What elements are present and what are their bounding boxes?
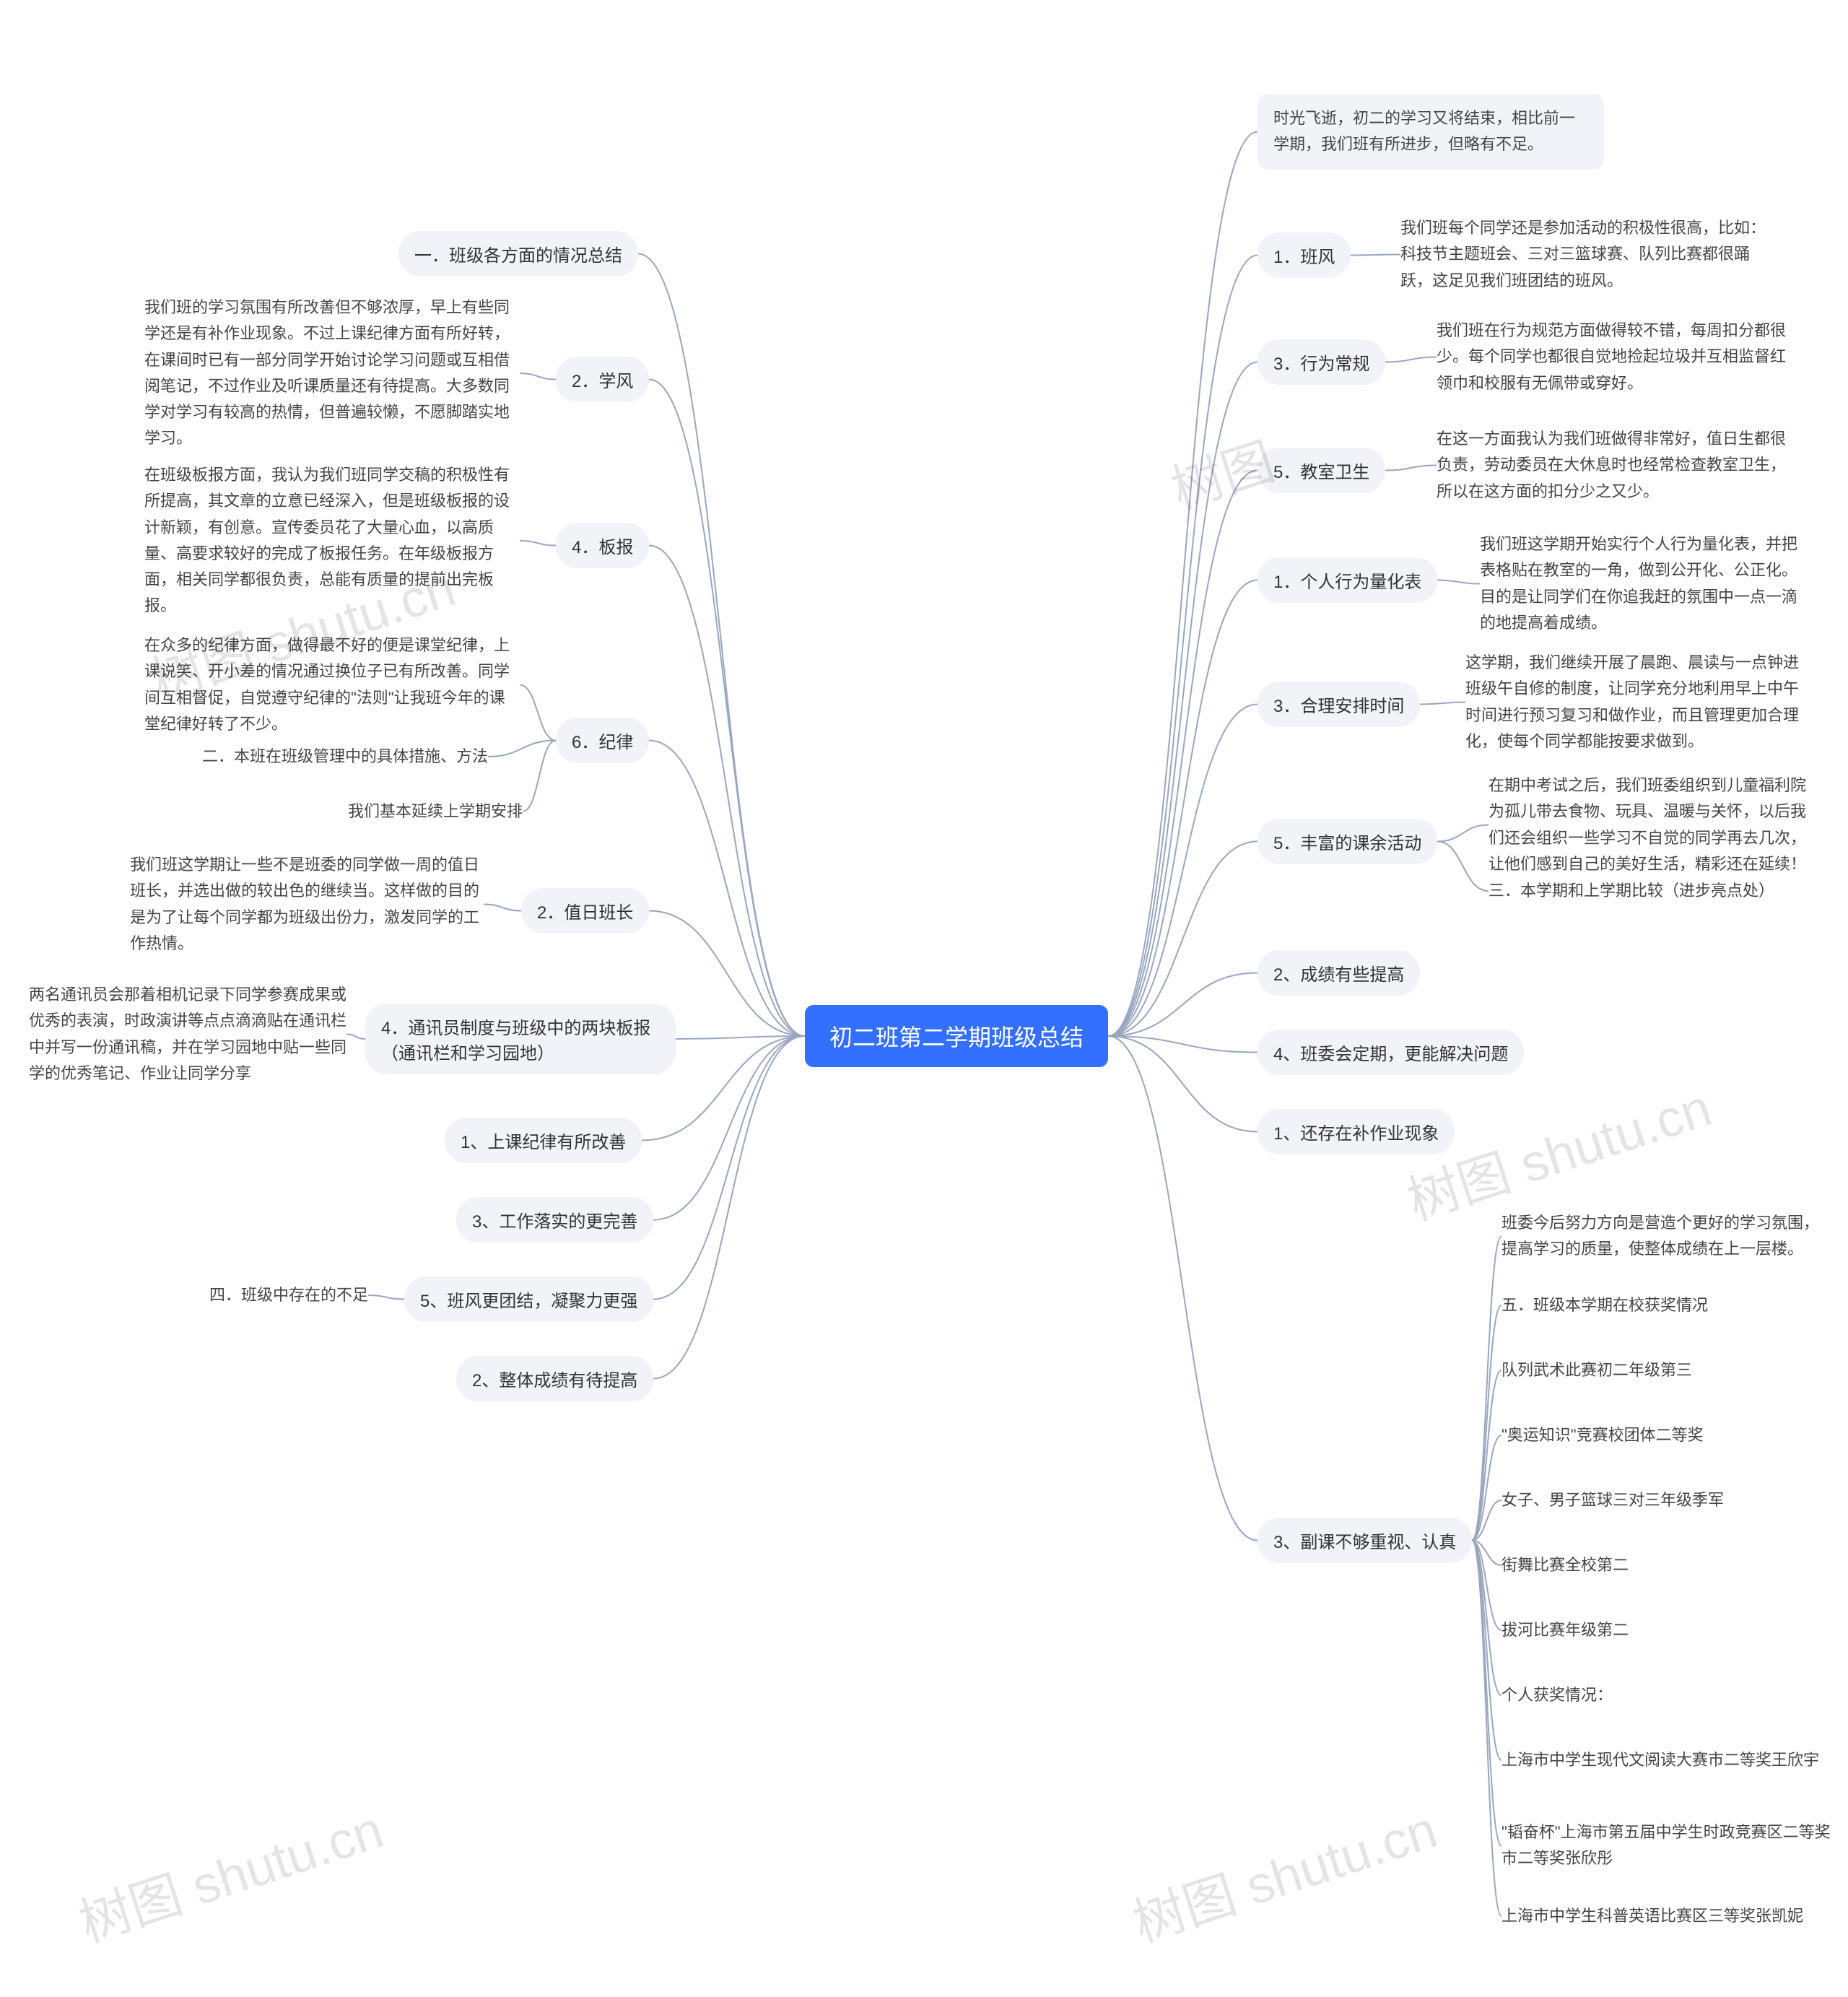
node-r_fuke: 3、副课不够重视、认真 (1258, 1518, 1472, 1563)
edge (1472, 1541, 1502, 1696)
mindmap-canvas: 初二班第二学期班级总结 时光飞逝，初二的学习又将结束，相比前一学期，我们班有所进步… (0, 0, 1848, 1997)
node-l_zongjie: 一．班级各方面的情况总结 (398, 231, 638, 277)
edge (1472, 1500, 1502, 1541)
edge (1108, 1036, 1258, 1541)
node-l_banfeng2: 5、班风更团结，凝聚力更强 (404, 1276, 653, 1322)
watermark: 树图 shutu.cn (1122, 1787, 1444, 1957)
node-r_banweihui: 4、班委会定期，更能解决问题 (1258, 1030, 1524, 1075)
node-l_xuefeng_d: 我们班的学习氛围有所改善但不够浓厚，早上有些同学还是有补作业现象。不过上课纪律方… (144, 295, 520, 452)
node-r_lianghua: 1．个人行为量化表 (1258, 557, 1437, 603)
node-l_zhiri: 2．值日班长 (521, 888, 649, 934)
edge (520, 541, 556, 546)
edge (1420, 702, 1465, 705)
node-r_fuke_2: 五．班级本学期在校获奖情况 (1502, 1292, 1708, 1318)
node-r_chengji: 2、成绩有些提高 (1258, 950, 1420, 996)
node-l_shangke: 1、上课纪律有所改善 (445, 1118, 642, 1163)
edge (1108, 362, 1258, 1037)
node-l_jilv: 6．纪律 (556, 718, 649, 763)
edge (1108, 580, 1258, 1037)
node-l_banbao_d: 在班级板报方面，我认为我们班同学交稿的积极性有所提高，其文章的立意已经深入，但是… (144, 462, 520, 619)
node-r_fuke_4: "奥运知识"竞赛校团体二等奖 (1502, 1422, 1704, 1448)
node-r_shijian: 3．合理安排时间 (1258, 682, 1420, 727)
node-l_xuefeng: 2．学风 (556, 357, 649, 402)
node-r_buzuo: 1、还存在补作业现象 (1258, 1109, 1455, 1154)
edge (1437, 825, 1489, 842)
node-r_lianghua_d: 我们班这学期开始实行个人行为量化表，并把表格贴在教室的一角，做到公开化、公正化。… (1480, 531, 1812, 636)
node-l_gongzuo: 3、工作落实的更完善 (456, 1197, 653, 1243)
node-l_banfeng2_d: 四．班级中存在的不足 (209, 1282, 368, 1308)
node-r_weisheng: 5．教室卫生 (1258, 448, 1385, 493)
node-l_tongxun_d: 两名通讯员会那着相机记录下同学参赛成果或优秀的表演，时政演讲等点点滴滴贴在通讯栏… (29, 982, 346, 1087)
edge (1385, 466, 1437, 471)
edge (1108, 1036, 1258, 1053)
edge (488, 741, 556, 757)
edge (1108, 842, 1258, 1037)
node-r_banfeng_d: 我们班每个同学还是参加活动的积极性很高，比如：科技节主题班会、三对三篮球赛、队列… (1400, 215, 1776, 294)
edge (1108, 973, 1258, 1037)
node-r_fuke_6: 街舞比赛全校第二 (1502, 1552, 1629, 1578)
edge (1108, 471, 1258, 1037)
edge (1437, 842, 1489, 892)
watermark: 树图 shutu.cn (68, 1787, 391, 1957)
node-r_xingwei: 3．行为常规 (1258, 339, 1385, 385)
node-l_zhiri_d: 我们班这学期让一些不是班委的同学做一周的值日班长，并选出做的较出色的继续当。这样… (130, 852, 484, 957)
node-r_fuke_8: 个人获奖情况： (1502, 1682, 1613, 1708)
edge (1472, 1370, 1502, 1541)
edge (484, 905, 521, 911)
edge (1437, 580, 1480, 584)
edge (1472, 1541, 1502, 1761)
node-l_zhengti: 2、整体成绩有待提高 (456, 1356, 653, 1401)
center-node: 初二班第二学期班级总结 (805, 1005, 1108, 1067)
node-r_fuke_7: 拔河比赛年级第二 (1502, 1617, 1629, 1643)
edge (1472, 1541, 1502, 1846)
edge (1108, 705, 1258, 1037)
edge (649, 546, 805, 1037)
node-r_fuke_5: 女子、男子篮球三对三年级季军 (1502, 1487, 1724, 1513)
edge (1472, 1305, 1502, 1541)
edge (653, 1036, 805, 1220)
edge (346, 1035, 365, 1040)
edge (1472, 1541, 1502, 1631)
node-r_shijian_d: 这学期，我们继续开展了晨跑、晨读与一点钟进班级午自修的制度，让同学充分地利用早上… (1465, 650, 1812, 754)
node-l_banbao: 4．板报 (556, 523, 649, 568)
edge (1472, 1435, 1502, 1541)
node-r_weisheng_d: 在这一方面我认为我们班做得非常好，值日生都很负责，劳动委员在大休息时也经常检查教… (1437, 426, 1797, 505)
edge (1351, 255, 1400, 256)
node-r_fuke_1: 班委今后努力方向是营造个更好的学习氛围，提高学习的质量，使整体成绩在上一层楼。 (1502, 1210, 1834, 1263)
node-l_jilv_d2: 二．本班在班级管理中的具体措施、方法 (202, 744, 488, 770)
edge (653, 1036, 805, 1300)
node-r_huodong_d: 在期中考试之后，我们班委组织到儿童福利院为孤儿带去食物、玩具、温暖与关怀，以后我… (1489, 773, 1821, 877)
edge (1385, 357, 1437, 362)
node-r_fuke_9: 上海市中学生现代文阅读大赛市二等奖王欣宇 (1502, 1747, 1819, 1773)
edge (638, 254, 805, 1037)
edge (1108, 1036, 1258, 1132)
edge (523, 741, 556, 812)
edge (653, 1036, 805, 1379)
node-l_jilv_d3: 我们基本延续上学期安排 (348, 799, 523, 825)
node-r_huodong: 5．丰富的课余活动 (1258, 819, 1437, 864)
edge (1472, 1541, 1502, 1566)
node-r_fuke_11: 上海市中学生科普英语比赛区三等奖张凯妮 (1502, 1903, 1803, 1929)
node-r_xingwei_d: 我们班在行为规范方面做得较不错，每周扣分都很少。每个同学也都很自觉地捡起垃圾并互… (1437, 318, 1797, 396)
node-r_banfeng: 1．班风 (1258, 232, 1351, 278)
node-l_tongxun: 4．通讯员制度与班级中的两块板报（通讯栏和学习园地） (365, 1004, 676, 1074)
node-l_jilv_d1: 在众多的纪律方面，做得最不好的便是课堂纪律，上课说笑、开小差的情况通过换位子已有… (144, 632, 520, 737)
node-r_fuke_10: "韬奋杯"上海市第五届中学生时政竞赛区二等奖市二等奖张欣彤 (1502, 1819, 1834, 1872)
edge (520, 373, 556, 380)
edge (368, 1295, 404, 1300)
node-r_intro: 时光飞逝，初二的学习又将结束，相比前一学期，我们班有所进步，但略有不足。 (1258, 94, 1604, 170)
edge (1108, 132, 1258, 1037)
edge (676, 1036, 805, 1039)
edge (520, 685, 556, 741)
edge (1472, 1541, 1502, 1917)
node-r_huodong_d2: 三．本学期和上学期比较（进步亮点处） (1489, 878, 1774, 904)
edge (649, 380, 805, 1037)
edge (649, 741, 805, 1037)
edge (1108, 256, 1258, 1037)
node-r_fuke_3: 队列武术此赛初二年级第三 (1502, 1357, 1692, 1383)
edge (1472, 1237, 1502, 1541)
